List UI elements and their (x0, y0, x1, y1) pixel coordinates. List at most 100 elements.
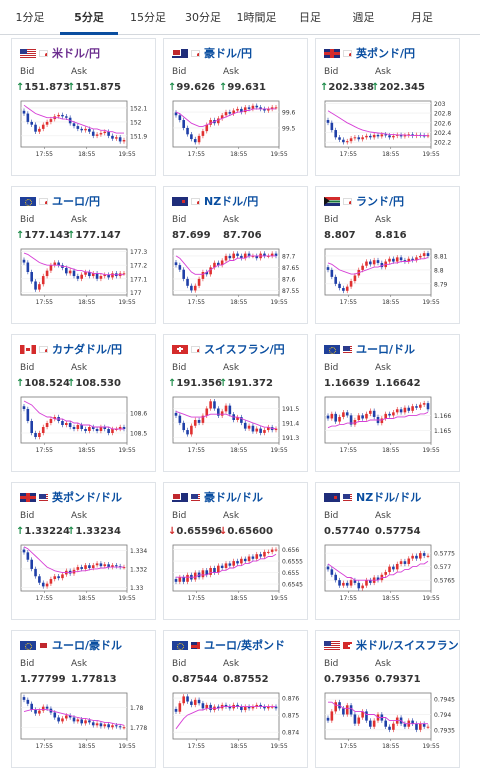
candle (259, 704, 262, 707)
card-header: ユーロ/円 (20, 194, 100, 208)
currency-pair-link[interactable]: ユーロ/円 (52, 195, 101, 208)
ask-price: 1.16642 (375, 378, 421, 389)
currency-pair-link[interactable]: ユーロ/英ポンド (204, 639, 286, 652)
ask-price: 87.706 (223, 230, 262, 241)
rate-card[interactable]: 英ポンド/円 Bid Ask ↑202.338 ↑202.345 203 202.8 202.… (315, 38, 460, 176)
candle (243, 107, 247, 113)
candlestick-chart[interactable]: 177.3 177.2 177.1 177 17:55 18:55 19:55 (19, 247, 155, 307)
candle (220, 565, 224, 568)
currency-pair-link[interactable]: NZドル/円 (204, 195, 259, 208)
candle (255, 428, 259, 432)
flag-icon (172, 196, 200, 206)
currency-pair-link[interactable]: ランド/円 (356, 195, 405, 208)
currency-pair-link[interactable]: 英ポンド/ドル (52, 491, 123, 504)
candlestick-chart[interactable]: 0.656 0.6555 0.655 0.6545 17:55 18:55 19:55 (171, 543, 307, 603)
rate-card[interactable]: 英ポンド/ドル Bid Ask ↑1.33224 ↑1.33234 1.334 1.332 1… (11, 482, 156, 620)
currency-pair-link[interactable]: カナダドル/円 (52, 343, 123, 356)
card-header: ユーロ/ドル (324, 342, 415, 356)
y-tick-label: 108.6 (130, 411, 147, 418)
currency-pair-link[interactable]: ユーロ/豪ドル (52, 639, 123, 652)
candle (122, 727, 126, 729)
candle (115, 137, 118, 139)
ask-value: ↑151.875 (67, 82, 121, 93)
currency-pair-link[interactable]: 米ドル/円 (52, 47, 101, 60)
candle (251, 425, 255, 432)
candle (201, 703, 205, 709)
candlestick-chart[interactable]: 108.6 108.5 17:55 18:55 19:55 (19, 395, 155, 455)
candlestick-chart[interactable]: 1.78 1.778 17:55 18:55 19:55 (19, 691, 155, 751)
candle (426, 403, 430, 410)
candlestick-chart[interactable]: 1.166 1.165 17:55 18:55 19:55 (323, 395, 459, 455)
ask-label: Ask (375, 67, 392, 77)
currency-pair-link[interactable]: 米ドル/スイスフラン (356, 639, 459, 652)
tab-1分足[interactable]: 1分足 (15, 11, 45, 24)
candlestick-chart[interactable]: 1.334 1.332 1.33 17:55 18:55 19:55 (19, 543, 155, 603)
rate-card[interactable]: 米ドル/円 Bid Ask ↑151.873 ↑151.875 152.1 152 151.9… (11, 38, 156, 176)
candle (274, 253, 278, 256)
candle (186, 696, 189, 702)
rate-card[interactable]: 米ドル/スイスフラン Bid Ask 0.79356 0.79371 0.7945 0.79… (315, 630, 460, 768)
candle (76, 425, 80, 429)
candle (361, 415, 364, 419)
plot-frame (172, 692, 280, 740)
y-tick-label: 177.3 (130, 249, 147, 256)
candle (326, 566, 330, 570)
candlestick-chart[interactable]: 0.7945 0.794 0.7935 17:55 18:55 19:55 (323, 691, 459, 751)
bid-label: Bid (172, 511, 187, 521)
rate-card[interactable]: NZドル/円 Bid Ask 87.699 87.706 87.7 87.65 87.6 87.… (163, 186, 308, 324)
flag-icon (172, 492, 200, 502)
candle (26, 699, 30, 704)
tab-日足[interactable]: 日足 (299, 11, 321, 24)
tab-15分足[interactable]: 15分足 (130, 11, 166, 24)
rate-card[interactable]: ユーロ/英ポンド Bid Ask 0.87544 0.87552 0.876 0.875 0.… (163, 630, 308, 768)
candlestick-chart[interactable]: 191.5 191.4 191.3 17:55 18:55 19:55 (171, 395, 307, 455)
tab-週足[interactable]: 週足 (352, 11, 375, 24)
rate-card[interactable]: ユーロ/円 Bid Ask ↑177.143 ↑177.147 177.3 177.2 177… (11, 186, 156, 324)
rate-card[interactable]: NZドル/ドル Bid Ask 0.57740 0.57754 0.5775 0.577 0.… (315, 482, 460, 620)
tab-5分足[interactable]: 5分足 (60, 0, 118, 35)
rate-card[interactable]: ユーロ/豪ドル Bid Ask 1.77799 1.77813 1.78 1.778 17:5… (11, 630, 156, 768)
x-tick-label: 19:55 (270, 299, 287, 306)
candle (68, 270, 72, 274)
candlestick-chart[interactable]: 152.1 152 151.9 17:55 18:55 19:55 (19, 99, 155, 159)
ask-value: ↑177.147 (67, 230, 121, 241)
candle (349, 705, 353, 715)
candle (415, 723, 418, 730)
moving-average-line (23, 546, 124, 574)
rate-card[interactable]: カナダドル/円 Bid Ask ↑108.524 ↑108.530 108.6 108.5 1… (11, 334, 156, 472)
currency-pair-link[interactable]: ユーロ/ドル (356, 343, 416, 356)
candle (57, 114, 60, 117)
candle (251, 556, 255, 559)
candle (270, 706, 274, 708)
candlestick-chart[interactable]: 8.81 8.8 8.79 17:55 18:55 19:55 (323, 247, 459, 307)
rate-card[interactable]: 豪ドル/ドル Bid Ask ↓0.65596 ↓0.65600 0.656 0.6555 0… (163, 482, 308, 620)
us-flag-icon (343, 493, 352, 501)
rate-card[interactable]: スイスフラン/円 Bid Ask ↑191.356 ↑191.372 191.5 191.4… (163, 334, 308, 472)
currency-pair-link[interactable]: 豪ドル/ドル (204, 491, 264, 504)
rate-card[interactable]: ユーロ/ドル Bid Ask 1.16639 1.16642 1.166 1.165 17:5… (315, 334, 460, 472)
candlestick-chart[interactable]: 99.6 99.5 17:55 18:55 19:55 (171, 99, 307, 159)
candlestick-chart[interactable]: 0.5775 0.577 0.5765 17:55 18:55 19:55 (323, 543, 459, 603)
arrow-up-icon: ↑ (219, 378, 228, 389)
currency-pair-link[interactable]: スイスフラン/円 (204, 343, 285, 356)
rate-card[interactable]: ランド/円 Bid Ask 8.807 8.816 8.81 8.8 8.79 17:55 18:… (315, 186, 460, 324)
candle (99, 723, 103, 727)
currency-pair-link[interactable]: 英ポンド/円 (356, 47, 416, 60)
candlestick-chart[interactable]: 87.7 87.65 87.6 87.55 17:55 18:55 19:55 (171, 247, 307, 307)
candlestick-chart[interactable]: 0.876 0.875 0.874 17:55 18:55 19:55 (171, 691, 307, 751)
bid-price: 1.33224 (24, 526, 70, 537)
candle (95, 429, 99, 431)
candle (115, 725, 118, 727)
candle (26, 113, 30, 122)
y-tick-label: 0.794 (434, 712, 451, 719)
tab-1時間足[interactable]: 1時間足 (236, 11, 277, 24)
candle (76, 567, 80, 570)
currency-pair-link[interactable]: 豪ドル/円 (204, 47, 253, 60)
candle (186, 574, 189, 582)
rate-card[interactable]: 豪ドル/円 Bid Ask ↑99.626 ↑99.631 99.6 99.5 17:55 18… (163, 38, 308, 176)
tab-30分足[interactable]: 30分足 (185, 11, 221, 24)
currency-pair-link[interactable]: NZドル/ドル (356, 491, 422, 504)
candlestick-chart[interactable]: 203 202.8 202.6 202.4 202.2 17:55 18:55 19:55 (323, 99, 459, 159)
y-tick-label: 0.5765 (434, 578, 455, 585)
tab-月足[interactable]: 月足 (411, 11, 433, 24)
